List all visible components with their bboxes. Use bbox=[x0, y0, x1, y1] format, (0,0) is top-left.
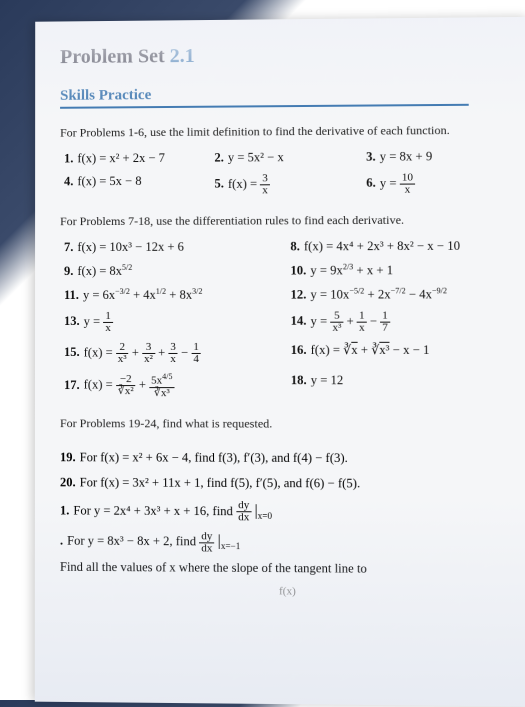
problem-11: 11.y = 6x−3/2 + 4x1/2 + 8x3/2 bbox=[60, 284, 286, 305]
instructions-3: For Problems 19-24, find what is request… bbox=[60, 415, 517, 433]
problem-14: 14.y = 5x³ + 1x − 17 bbox=[287, 308, 517, 336]
problem-set-3: 19.For f(x) = x² + 6x − 4, find f(3), f′… bbox=[60, 448, 518, 582]
skills-practice-heading: Skills Practice bbox=[60, 85, 469, 109]
textbook-page: Problem Set 2.1 Skills Practice For Prob… bbox=[35, 17, 525, 707]
problem-16: 16.f(x) = ∛x + ∛x³ − x − 1 bbox=[287, 340, 517, 367]
problem-set-2: 7.f(x) = 10x³ − 12x + 6 8.f(x) = 4x⁴ + 2… bbox=[60, 236, 517, 401]
problem-10: 10.y = 9x2/3 + x + 1 bbox=[286, 259, 515, 280]
problem-set-title: Problem Set 2.1 bbox=[60, 42, 514, 69]
problem-23: Find all the values of x where the slope… bbox=[60, 557, 518, 581]
problem-17: 17.f(x) = −2∛x² + 5x4/5∛x³ bbox=[60, 371, 287, 401]
instructions-1: For Problems 1-6, use the limit definiti… bbox=[60, 122, 515, 142]
problem-9: 9.f(x) = 8x5/2 bbox=[60, 260, 286, 281]
problem-15: 15.f(x) = 2x³ + 3x² + 3x − 14 bbox=[60, 340, 287, 367]
problem-12: 12.y = 10x−5/2 + 2x−7/2 − 4x−9/2 bbox=[286, 284, 516, 305]
problem-1: 1.f(x) = x² + 2x − 7 bbox=[60, 148, 210, 168]
problem-22: .For y = 8x³ − 8x + 2, find dydx |x=−1 bbox=[60, 527, 518, 557]
instructions-2: For Problems 7-18, use the differentiati… bbox=[60, 211, 515, 230]
problem-2: 2.y = 5x² − x bbox=[210, 147, 362, 167]
problem-8: 8.f(x) = 4x⁴ + 2x³ + 8x² − x − 10 bbox=[286, 236, 515, 256]
problem-13: 13.y = 1x bbox=[60, 309, 287, 336]
title-prefix: Problem Set bbox=[60, 45, 170, 68]
problem-set-1: 1.f(x) = x² + 2x − 7 2.y = 5x² − x 3.y =… bbox=[60, 147, 515, 200]
page-cutoff-text: f(x) bbox=[60, 584, 518, 605]
problem-18: 18.y = 12 bbox=[287, 371, 517, 401]
problem-7: 7.f(x) = 10x³ − 12x + 6 bbox=[60, 237, 286, 257]
problem-20: 20.For f(x) = 3x² + 11x + 1, find f(5), … bbox=[60, 472, 517, 495]
problem-5: 5.f(x) = 3x bbox=[210, 171, 362, 199]
problem-21: 1.For y = 2x⁴ + 3x³ + x + 16, find dydx … bbox=[60, 496, 517, 525]
title-number: 2.1 bbox=[170, 45, 195, 67]
problem-19: 19.For f(x) = x² + 6x − 4, find f(3), f′… bbox=[60, 448, 517, 471]
problem-3: 3.y = 8x + 9 bbox=[362, 147, 515, 167]
problem-4: 4.f(x) = 5x − 8 bbox=[60, 171, 210, 199]
problem-6: 6.y = 10x bbox=[362, 170, 515, 198]
